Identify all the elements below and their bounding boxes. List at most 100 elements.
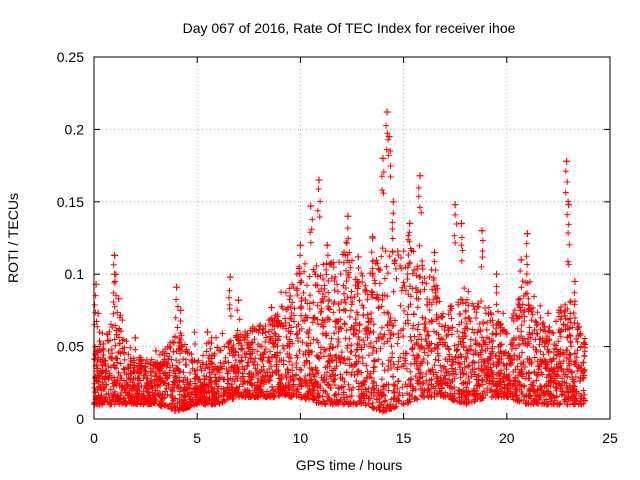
- envelope-marker: [473, 382, 480, 389]
- envelope-marker: [258, 379, 265, 386]
- spike-trail-marker: [174, 324, 181, 331]
- envelope-marker: [548, 358, 555, 365]
- envelope-marker: [211, 350, 218, 357]
- envelope-marker: [467, 369, 474, 376]
- spike-trail-marker: [101, 376, 108, 383]
- spike-trail-marker: [345, 235, 352, 242]
- envelope-marker: [428, 340, 435, 347]
- envelope-marker: [334, 288, 341, 295]
- envelope-marker: [408, 346, 415, 353]
- data-point: [565, 201, 573, 209]
- envelope-marker: [296, 375, 303, 382]
- envelope-marker: [571, 361, 578, 368]
- spike-trail-marker: [406, 229, 413, 236]
- envelope-marker: [156, 374, 163, 381]
- spike-trail-marker: [430, 276, 437, 283]
- envelope-marker: [221, 360, 228, 367]
- envelope-marker: [463, 401, 470, 408]
- envelope-marker: [360, 337, 367, 344]
- envelope-marker: [492, 387, 499, 394]
- envelope-marker: [319, 330, 326, 337]
- envelope-marker: [170, 403, 177, 410]
- envelope-marker: [399, 392, 406, 399]
- envelope-marker: [127, 376, 134, 383]
- envelope-marker: [275, 337, 282, 344]
- data-point: [344, 212, 352, 220]
- envelope-marker: [477, 328, 484, 335]
- envelope-marker: [277, 384, 284, 391]
- envelope-marker: [104, 399, 111, 406]
- envelope-marker: [478, 395, 485, 402]
- envelope-marker: [335, 354, 342, 361]
- envelope-marker: [228, 346, 235, 353]
- envelope-marker: [157, 383, 164, 390]
- envelope-marker: [457, 296, 464, 303]
- envelope-marker: [527, 334, 534, 341]
- envelope-marker: [107, 337, 114, 344]
- spike-trail-marker: [523, 271, 530, 278]
- envelope-marker: [381, 292, 388, 299]
- envelope-marker: [392, 382, 399, 389]
- envelope-marker: [191, 367, 198, 374]
- envelope-marker: [378, 324, 385, 331]
- envelope-marker: [225, 340, 232, 347]
- envelope-marker: [360, 399, 367, 406]
- envelope-marker: [365, 328, 372, 335]
- y-tick-label: 0.2: [65, 121, 85, 137]
- envelope-marker: [413, 272, 420, 279]
- envelope-marker: [520, 340, 527, 347]
- envelope-marker: [433, 299, 440, 306]
- envelope-marker: [467, 318, 474, 325]
- data-point: [379, 154, 387, 162]
- envelope-marker: [197, 388, 204, 395]
- envelope-marker: [439, 380, 446, 387]
- envelope-marker: [287, 393, 294, 400]
- envelope-marker: [120, 336, 127, 343]
- envelope-marker: [207, 345, 214, 352]
- envelope-marker: [460, 342, 467, 349]
- spike-trail-marker: [523, 253, 530, 260]
- envelope-marker: [344, 345, 351, 352]
- envelope-marker: [202, 365, 209, 372]
- envelope-marker: [558, 303, 565, 310]
- envelope-marker: [286, 351, 293, 358]
- spike-trail-marker: [379, 187, 386, 194]
- spike-trail-marker: [203, 340, 210, 347]
- envelope-marker: [269, 369, 276, 376]
- envelope-marker: [387, 315, 394, 322]
- envelope-marker: [518, 366, 525, 373]
- spike-trail-marker: [177, 317, 184, 324]
- envelope-marker: [250, 391, 257, 398]
- envelope-marker: [371, 357, 378, 364]
- envelope-marker: [328, 335, 335, 342]
- envelope-marker: [475, 372, 482, 379]
- spike-trail-marker: [93, 318, 100, 325]
- envelope-marker: [384, 367, 391, 374]
- envelope-marker: [339, 251, 346, 258]
- envelope-marker: [526, 393, 533, 400]
- envelope-marker: [402, 320, 409, 327]
- data-point: [268, 304, 276, 312]
- envelope-marker: [495, 361, 502, 368]
- envelope-marker: [414, 396, 421, 403]
- envelope-marker: [581, 391, 588, 398]
- envelope-marker: [266, 365, 273, 372]
- envelope-marker: [498, 341, 505, 348]
- envelope-marker: [297, 366, 304, 373]
- envelope-marker: [385, 357, 392, 364]
- envelope-marker: [292, 372, 299, 379]
- envelope-marker: [416, 242, 423, 249]
- envelope-marker: [310, 387, 317, 394]
- data-point: [431, 248, 439, 256]
- envelope-marker: [312, 378, 319, 385]
- envelope-marker: [530, 388, 537, 395]
- envelope-marker: [187, 378, 194, 385]
- envelope-marker: [208, 340, 215, 347]
- envelope-marker: [321, 293, 328, 300]
- envelope-marker: [244, 334, 251, 341]
- envelope-marker: [340, 259, 347, 266]
- envelope-marker: [515, 372, 522, 379]
- envelope-marker: [269, 394, 276, 401]
- envelope-marker: [212, 371, 219, 378]
- envelope-marker: [148, 356, 155, 363]
